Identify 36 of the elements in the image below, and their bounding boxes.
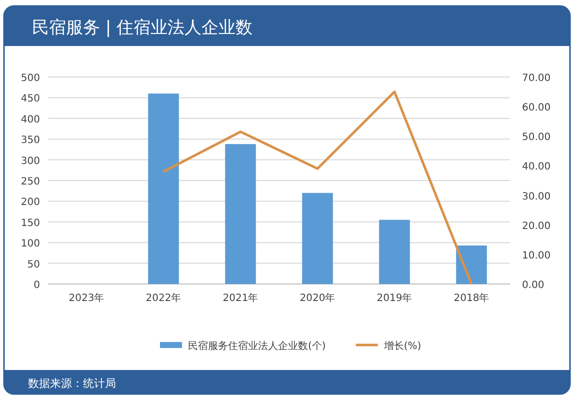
y-tick-label: 250 (20, 176, 40, 188)
legend: 民宿服务住宿业法人企业数(个) (160, 341, 326, 352)
y-tick-label: 100 (20, 238, 40, 250)
y2-tick-label: 20.00 (522, 220, 551, 232)
y-tick-label: 0 (34, 280, 40, 291)
bar (302, 192, 333, 284)
y2-tick-label: 30.00 (522, 191, 551, 202)
y2-tick-label: 60.00 (522, 102, 551, 114)
x-tick-label: 2020年 (300, 292, 336, 304)
y2-tick-label: 50.00 (522, 132, 551, 144)
y2-tick-label: 0.00 (522, 280, 544, 291)
legend: 增长(%) (356, 341, 422, 352)
y2-tick-label: 40.00 (522, 162, 551, 173)
y-tick-label: 400 (20, 114, 40, 126)
x-tick-label: 2022年 (146, 292, 182, 304)
x-tick-label: 2018年 (454, 292, 490, 304)
y2-tick-label: 70.00 (522, 73, 551, 84)
x-tick-label: 2021年 (222, 292, 258, 304)
y-tick-label: 350 (20, 135, 40, 146)
y-tick-label: 200 (20, 197, 40, 208)
bar (456, 246, 487, 284)
y-tick-label: 500 (20, 73, 40, 84)
y-tick-label: 450 (20, 94, 40, 105)
y-tick-label: 150 (20, 218, 40, 229)
bar (379, 220, 410, 284)
y-tick-label: 50 (27, 259, 40, 270)
x-tick-label: 2023年 (68, 292, 104, 304)
chart-title: 民宿服务 | 住宿业法人企业数 (32, 18, 253, 38)
source-note: 数据来源：统计局 (28, 377, 116, 390)
y2-tick-label: 10.00 (522, 250, 551, 262)
legend-label: 民宿服务住宿业法人企业数(个) (188, 340, 326, 352)
y-tick-label: 300 (20, 156, 40, 167)
x-tick-label: 2019年 (376, 292, 412, 304)
bar (148, 94, 179, 284)
bar (225, 144, 256, 284)
legend-label: 增长(%) (382, 340, 422, 352)
